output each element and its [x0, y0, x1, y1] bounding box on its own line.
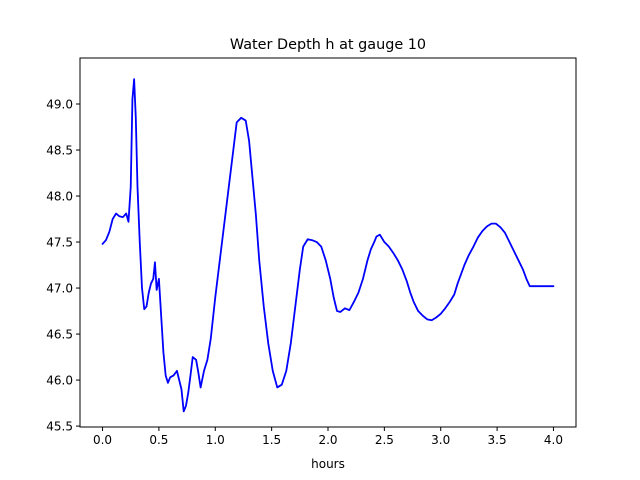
x-tick-label: 3.0 — [431, 433, 450, 447]
y-tick-label: 45.5 — [46, 420, 73, 434]
x-tick-label: 4.0 — [544, 433, 563, 447]
y-tick-label: 48.0 — [46, 190, 73, 204]
x-tick-label: 0.5 — [149, 433, 168, 447]
y-tick-label: 48.5 — [46, 144, 73, 158]
x-tick-label: 2.0 — [318, 433, 337, 447]
x-tick-label: 2.5 — [375, 433, 394, 447]
series-line — [101, 78, 555, 413]
y-tick-label: 47.5 — [46, 236, 73, 250]
x-tick-label: 3.5 — [488, 433, 507, 447]
y-tick-label: 46.0 — [46, 374, 73, 388]
x-tick-label: 1.0 — [206, 433, 225, 447]
y-tick-label: 47.0 — [46, 282, 73, 296]
y-axis: 45.5 46.0 46.5 47.0 47.5 48.0 48.5 49.0 — [46, 98, 80, 434]
chart-title: Water Depth h at gauge 10 — [230, 37, 426, 53]
y-tick-label: 49.0 — [46, 98, 73, 112]
x-tick-label: 1.5 — [262, 433, 281, 447]
x-tick-label: 0.0 — [93, 433, 112, 447]
y-tick-label: 46.5 — [46, 328, 73, 342]
x-axis: 0.0 0.5 1.0 1.5 2.0 2.5 3.0 3.5 4.0 — [93, 427, 563, 447]
x-axis-label: hours — [311, 457, 345, 471]
